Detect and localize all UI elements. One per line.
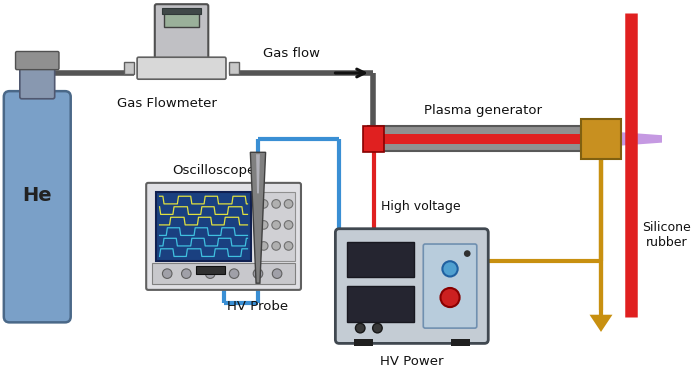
FancyBboxPatch shape	[146, 183, 301, 290]
Circle shape	[284, 200, 293, 208]
Polygon shape	[621, 132, 683, 146]
Circle shape	[284, 242, 293, 250]
Circle shape	[253, 269, 263, 279]
Bar	[156, 192, 252, 261]
Polygon shape	[256, 154, 260, 193]
Circle shape	[366, 127, 379, 140]
Bar	[451, 339, 470, 346]
Circle shape	[272, 269, 282, 279]
Bar	[371, 134, 581, 144]
Circle shape	[441, 288, 459, 307]
Bar	[363, 125, 384, 152]
Circle shape	[272, 200, 281, 208]
Circle shape	[162, 269, 172, 279]
Circle shape	[259, 221, 268, 229]
FancyBboxPatch shape	[155, 4, 209, 61]
Circle shape	[373, 323, 383, 333]
FancyBboxPatch shape	[15, 52, 59, 70]
Bar	[346, 242, 414, 276]
Bar	[124, 62, 134, 74]
Text: Gas Flowmeter: Gas Flowmeter	[117, 97, 217, 110]
Polygon shape	[250, 152, 265, 283]
Circle shape	[182, 269, 191, 279]
Circle shape	[464, 250, 471, 257]
Polygon shape	[590, 315, 613, 332]
Circle shape	[284, 221, 293, 229]
Text: High voltage: High voltage	[381, 200, 461, 213]
FancyBboxPatch shape	[4, 91, 71, 323]
Text: Oscilloscope: Oscilloscope	[173, 164, 256, 177]
Bar	[368, 127, 581, 151]
Text: He: He	[22, 186, 52, 205]
Text: Plasma generator: Plasma generator	[423, 104, 541, 117]
FancyBboxPatch shape	[137, 57, 226, 79]
Text: Gas flow: Gas flow	[263, 47, 320, 61]
Circle shape	[205, 269, 215, 279]
FancyBboxPatch shape	[20, 64, 55, 99]
FancyBboxPatch shape	[335, 229, 489, 344]
Text: HV Power: HV Power	[380, 355, 444, 368]
Bar	[255, 192, 295, 261]
Text: Silicone
rubber: Silicone rubber	[642, 221, 691, 249]
Bar	[581, 119, 621, 159]
Circle shape	[272, 242, 281, 250]
Circle shape	[442, 261, 457, 276]
Circle shape	[229, 269, 239, 279]
Text: HV Probe: HV Probe	[227, 300, 288, 313]
Bar	[162, 8, 201, 14]
Bar	[229, 62, 239, 74]
Circle shape	[259, 200, 268, 208]
Bar	[164, 10, 199, 27]
Circle shape	[259, 242, 268, 250]
Circle shape	[272, 221, 281, 229]
Bar	[346, 286, 414, 323]
FancyBboxPatch shape	[423, 244, 477, 328]
Bar	[196, 266, 225, 274]
Bar	[152, 263, 295, 284]
Bar	[353, 339, 373, 346]
Circle shape	[356, 323, 365, 333]
